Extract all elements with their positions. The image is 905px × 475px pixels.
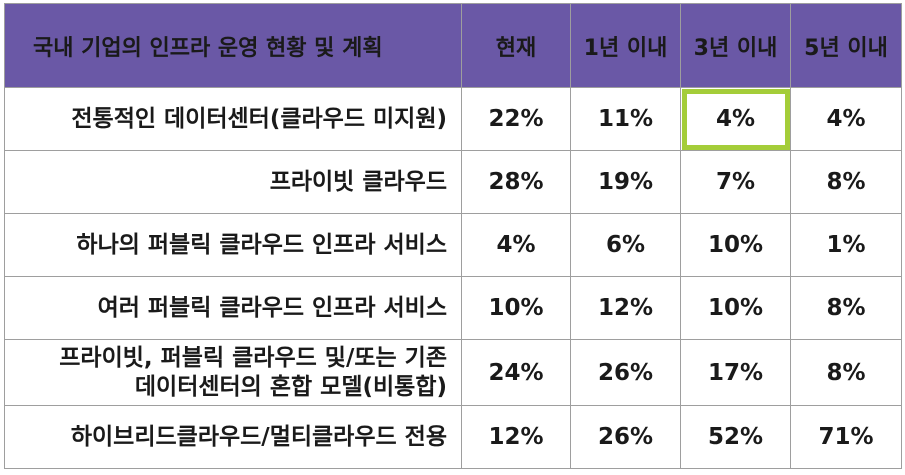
column-header-5-years: 5년 이내 <box>790 3 902 88</box>
table-row: 하이브리드클라우드/멀티클라우드 전용 12% 26% 52% 71% <box>4 405 902 469</box>
table-row: 프라이빗 클라우드 28% 19% 7% 8% <box>4 150 902 214</box>
row-label-line: 하나의 퍼블릭 클라우드 인프라 서비스 <box>76 231 447 258</box>
value-cell: 8% <box>790 339 902 406</box>
value-cell: 22% <box>461 87 571 151</box>
value-cell: 12% <box>570 276 681 340</box>
row-label-line: 하이브리드클라우드/멀티클라우드 전용 <box>70 423 447 450</box>
row-label: 프라이빗 클라우드 <box>4 150 462 214</box>
value-cell: 17% <box>680 339 791 406</box>
row-label: 전통적인 데이터센터(클라우드 미지원) <box>4 87 462 151</box>
table-row: 여러 퍼블릭 클라우드 인프라 서비스 10% 12% 10% 8% <box>4 276 902 340</box>
row-label-line: 전통적인 데이터센터(클라우드 미지원) <box>71 105 447 132</box>
value-cell: 24% <box>461 339 571 406</box>
column-header-current: 현재 <box>461 3 571 88</box>
row-label: 하나의 퍼블릭 클라우드 인프라 서비스 <box>4 213 462 277</box>
row-label-line: 여러 퍼블릭 클라우드 인프라 서비스 <box>97 294 447 321</box>
value-cell: 4% <box>461 213 571 277</box>
value-cell: 52% <box>680 405 791 469</box>
value-cell: 1% <box>790 213 902 277</box>
highlighted-value-cell: 4% <box>680 87 791 151</box>
value-cell: 7% <box>680 150 791 214</box>
header-row: 국내 기업의 인프라 운영 현황 및 계획 현재 1년 이내 3년 이내 5년 … <box>4 3 902 88</box>
value-cell: 10% <box>461 276 571 340</box>
row-label: 여러 퍼블릭 클라우드 인프라 서비스 <box>4 276 462 340</box>
value-cell: 19% <box>570 150 681 214</box>
value-cell: 28% <box>461 150 571 214</box>
row-label-line: 프라이빗 클라우드 <box>269 168 447 195</box>
infrastructure-plan-table: 국내 기업의 인프라 운영 현황 및 계획 현재 1년 이내 3년 이내 5년 … <box>4 3 902 469</box>
table-row: 프라이빗, 퍼블릭 클라우드 및/또는 기존 데이터센터의 혼합 모델(비통합) … <box>4 339 902 406</box>
value-cell: 26% <box>570 339 681 406</box>
column-header-3-years: 3년 이내 <box>680 3 791 88</box>
value-cell: 26% <box>570 405 681 469</box>
row-header-cell: 국내 기업의 인프라 운영 현황 및 계획 <box>4 3 462 88</box>
value-cell: 71% <box>790 405 902 469</box>
value-cell: 12% <box>461 405 571 469</box>
table-row: 전통적인 데이터센터(클라우드 미지원) 22% 11% 4% 4% <box>4 87 902 151</box>
table-row: 하나의 퍼블릭 클라우드 인프라 서비스 4% 6% 10% 1% <box>4 213 902 277</box>
column-header-1-year: 1년 이내 <box>570 3 681 88</box>
value-cell: 10% <box>680 276 791 340</box>
value-cell: 10% <box>680 213 791 277</box>
value-cell: 11% <box>570 87 681 151</box>
value-cell: 8% <box>790 150 902 214</box>
value-cell: 8% <box>790 276 902 340</box>
row-label: 하이브리드클라우드/멀티클라우드 전용 <box>4 405 462 469</box>
row-label: 프라이빗, 퍼블릭 클라우드 및/또는 기존 데이터센터의 혼합 모델(비통합) <box>4 339 462 406</box>
row-label-line: 프라이빗, 퍼블릭 클라우드 및/또는 기존 <box>59 344 447 371</box>
value-cell: 6% <box>570 213 681 277</box>
value-cell: 4% <box>790 87 902 151</box>
row-label-line: 데이터센터의 혼합 모델(비통합) <box>134 373 447 400</box>
